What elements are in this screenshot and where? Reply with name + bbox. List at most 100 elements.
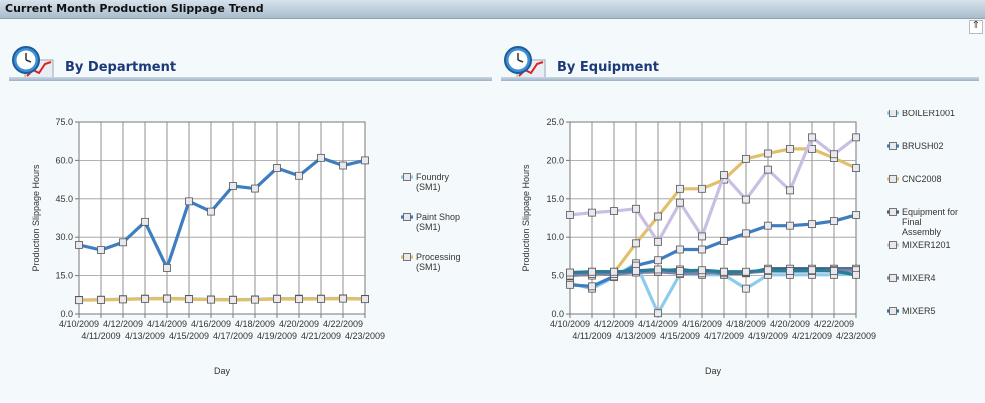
data-point xyxy=(786,267,794,275)
data-point xyxy=(676,184,684,193)
x-tick-label: 4/11/2009 xyxy=(81,331,120,341)
legend-swatch-marker xyxy=(889,208,897,216)
legend-label: (SM1) xyxy=(416,222,441,232)
legend-label: Final xyxy=(902,217,922,227)
data-point xyxy=(830,267,838,275)
data-point xyxy=(566,268,574,277)
legend-label: Assembly xyxy=(902,227,942,237)
y-tick-label: 45.0 xyxy=(55,194,73,204)
data-point xyxy=(654,237,662,246)
x-tick-label: 4/23/2009 xyxy=(836,331,876,341)
y-tick-label: 25.0 xyxy=(546,117,564,127)
x-tick-label: 4/13/2009 xyxy=(616,331,656,341)
x-axis-label: Day xyxy=(214,366,231,376)
x-tick-label: 4/17/2009 xyxy=(704,331,744,341)
y-tick-label: 15.0 xyxy=(55,271,73,281)
x-tick-label: 4/21/2009 xyxy=(301,331,341,341)
data-point xyxy=(786,186,794,195)
legend-label: Equipment for xyxy=(902,207,958,217)
collapse-icon[interactable]: ⇑ xyxy=(969,20,983,34)
equipment-panel-header: By Equipment xyxy=(501,44,979,82)
data-point xyxy=(97,296,105,304)
legend-label: (SM1) xyxy=(416,182,441,192)
x-tick-label: 4/11/2009 xyxy=(572,331,611,341)
data-point xyxy=(361,295,369,304)
data-point xyxy=(566,280,574,289)
data-point xyxy=(676,245,684,254)
data-point xyxy=(229,182,237,190)
legend-swatch-marker xyxy=(889,175,897,183)
data-point xyxy=(119,238,127,247)
panel-rule xyxy=(501,77,979,81)
y-tick-label: 15.0 xyxy=(546,194,564,204)
x-tick-label: 4/12/2009 xyxy=(594,319,634,329)
data-point xyxy=(676,267,684,275)
equipment-panel-title: By Equipment xyxy=(557,60,659,75)
legend-label: Processing xyxy=(416,252,461,262)
data-point xyxy=(163,264,171,272)
data-point xyxy=(207,295,215,304)
data-point xyxy=(698,245,706,254)
data-point xyxy=(339,161,347,170)
y-tick-label: 30.0 xyxy=(55,232,73,242)
data-point xyxy=(339,294,347,303)
legend-swatch-marker xyxy=(403,213,411,221)
x-tick-label: 4/15/2009 xyxy=(169,331,209,341)
plot-area xyxy=(569,121,857,315)
x-tick-label: 4/21/2009 xyxy=(792,331,832,341)
data-point xyxy=(163,294,171,303)
data-point xyxy=(764,221,772,230)
department-panel-header: By Department xyxy=(9,44,492,82)
data-point xyxy=(786,221,794,230)
data-point xyxy=(742,154,750,163)
x-tick-label: 4/19/2009 xyxy=(748,331,788,341)
data-point xyxy=(720,171,728,179)
data-point xyxy=(654,256,662,265)
data-point xyxy=(852,164,860,172)
data-point xyxy=(808,220,816,229)
data-point xyxy=(75,296,83,305)
data-point xyxy=(632,239,640,248)
x-tick-label: 4/18/2009 xyxy=(726,319,766,329)
legend-label: MIXER5 xyxy=(902,306,936,316)
data-point xyxy=(295,295,303,304)
data-point xyxy=(185,295,193,304)
department-panel-title: By Department xyxy=(65,60,177,75)
data-point xyxy=(852,270,860,279)
legend-swatch-marker xyxy=(889,241,897,249)
data-point xyxy=(808,133,816,142)
data-point xyxy=(808,266,816,275)
data-point xyxy=(764,266,772,275)
legend-label: BOILER1001 xyxy=(902,110,955,118)
x-tick-label: 4/18/2009 xyxy=(235,319,275,329)
x-tick-label: 4/19/2009 xyxy=(257,331,297,341)
y-tick-label: 0.0 xyxy=(60,309,73,319)
legend-label: CNC2008 xyxy=(902,174,942,184)
legend-label: (SM1) xyxy=(416,262,441,272)
data-point xyxy=(141,294,149,303)
x-tick-label: 4/12/2009 xyxy=(103,319,143,329)
x-tick-label: 4/22/2009 xyxy=(814,319,854,329)
y-tick-label: 60.0 xyxy=(55,155,73,165)
data-point xyxy=(676,198,684,207)
data-point xyxy=(317,153,325,162)
legend-label: Foundry xyxy=(416,172,450,182)
data-point xyxy=(852,211,860,219)
y-tick-label: 5.0 xyxy=(551,271,564,281)
data-point xyxy=(632,267,640,275)
data-point xyxy=(361,156,369,165)
data-point xyxy=(251,295,259,304)
data-point xyxy=(610,207,618,215)
data-point xyxy=(654,309,662,318)
data-point xyxy=(566,211,574,219)
data-point xyxy=(185,197,193,206)
clock-chart-icon xyxy=(504,46,546,79)
data-point xyxy=(588,282,596,291)
department-chart: 0.0 15.0 30.0 45.0 60.0 75.0 4/10/2009 4/11/200… xyxy=(31,117,461,376)
x-tick-label: 4/14/2009 xyxy=(638,319,678,329)
equipment-chart: 0.0 5.0 10.0 15.0 20.0 25.0 4/10/2009 4/11/2009… xyxy=(521,110,958,376)
data-point xyxy=(764,165,772,174)
legend-label: MIXER4 xyxy=(902,273,936,283)
data-point xyxy=(295,171,303,180)
x-tick-label: 4/22/2009 xyxy=(323,319,363,329)
